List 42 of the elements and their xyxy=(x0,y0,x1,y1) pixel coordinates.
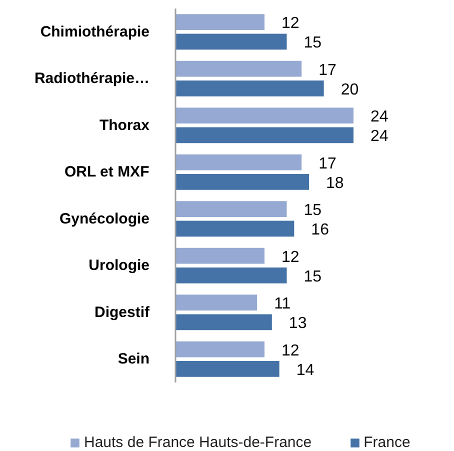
bar xyxy=(176,314,272,330)
y-tick-label: ORL et MXF xyxy=(64,164,150,181)
bar xyxy=(176,267,287,284)
y-tick-label: Gynécologie xyxy=(59,210,150,228)
y-tick-label: Thorax xyxy=(99,116,150,134)
bar xyxy=(176,294,258,311)
data-label: 15 xyxy=(304,202,322,220)
y-tick-label: Chimiothérapie xyxy=(40,23,150,40)
data-label: 18 xyxy=(326,174,344,192)
data-label: 20 xyxy=(340,81,359,98)
bar xyxy=(176,80,324,96)
y-tick-label: Digestif xyxy=(94,304,151,321)
bar xyxy=(176,248,264,264)
bar xyxy=(176,154,302,170)
bar xyxy=(176,127,354,144)
bar xyxy=(176,108,354,124)
bar xyxy=(176,14,264,30)
data-label: 16 xyxy=(311,222,330,239)
y-tick-label: Sein xyxy=(118,350,150,368)
bar xyxy=(176,34,287,50)
bar xyxy=(176,60,302,77)
data-label: 24 xyxy=(370,108,388,126)
data-label: 17 xyxy=(318,155,336,172)
y-tick-label: Urologie xyxy=(88,257,150,274)
bar xyxy=(176,201,287,218)
data-label: 24 xyxy=(370,128,388,146)
bar xyxy=(176,174,309,190)
data-label: 12 xyxy=(282,15,300,32)
data-label: 11 xyxy=(274,296,291,313)
data-label: 15 xyxy=(304,34,322,52)
data-label: 17 xyxy=(318,62,336,79)
bar xyxy=(176,220,294,237)
legend-label: France xyxy=(364,434,410,451)
data-label: 15 xyxy=(304,268,322,286)
data-label: 12 xyxy=(282,342,300,360)
data-label: 13 xyxy=(288,315,307,332)
data-label: 12 xyxy=(282,248,300,266)
bar xyxy=(176,360,280,377)
bar xyxy=(176,341,264,358)
data-label: 14 xyxy=(296,362,314,379)
y-tick-label: Radiothérapie… xyxy=(34,70,150,88)
legend-label: Hauts de France Hauts-de-France xyxy=(84,434,312,451)
